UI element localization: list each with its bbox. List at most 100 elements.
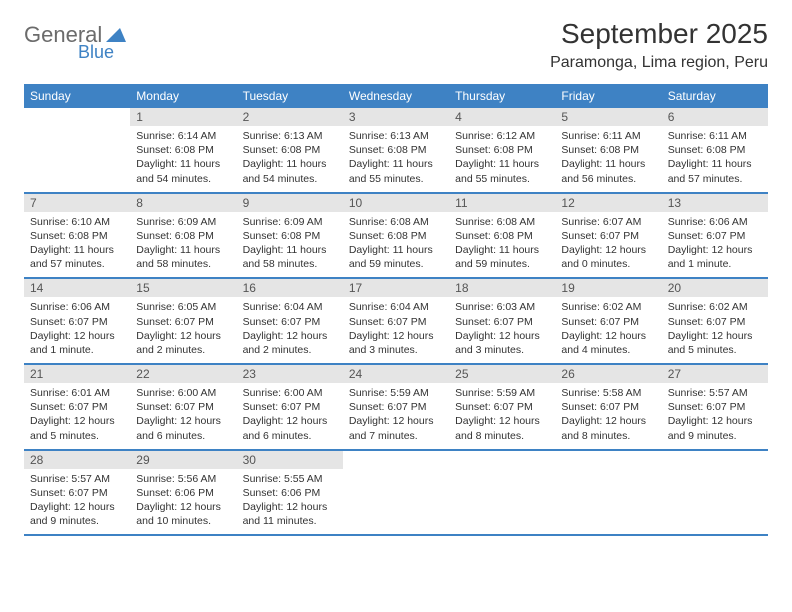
sunset-text: Sunset: 6:08 PM bbox=[455, 143, 549, 157]
sunrise-text: Sunrise: 5:58 AM bbox=[561, 386, 655, 400]
day-number: 5 bbox=[555, 108, 661, 126]
day-cell: 26Sunrise: 5:58 AMSunset: 6:07 PMDayligh… bbox=[555, 365, 661, 449]
daylight-text: Daylight: 12 hours and 0 minutes. bbox=[561, 243, 655, 271]
day-body: Sunrise: 6:12 AMSunset: 6:08 PMDaylight:… bbox=[449, 126, 555, 192]
day-body: Sunrise: 6:09 AMSunset: 6:08 PMDaylight:… bbox=[237, 212, 343, 278]
day-body: Sunrise: 6:03 AMSunset: 6:07 PMDaylight:… bbox=[449, 297, 555, 363]
sunrise-text: Sunrise: 6:12 AM bbox=[455, 129, 549, 143]
day-cell: 21Sunrise: 6:01 AMSunset: 6:07 PMDayligh… bbox=[24, 365, 130, 449]
sunrise-text: Sunrise: 6:01 AM bbox=[30, 386, 124, 400]
sunset-text: Sunset: 6:06 PM bbox=[243, 486, 337, 500]
daylight-text: Daylight: 12 hours and 2 minutes. bbox=[243, 329, 337, 357]
daylight-text: Daylight: 12 hours and 11 minutes. bbox=[243, 500, 337, 528]
sunrise-text: Sunrise: 6:09 AM bbox=[136, 215, 230, 229]
sunrise-text: Sunrise: 6:05 AM bbox=[136, 300, 230, 314]
sunrise-text: Sunrise: 6:03 AM bbox=[455, 300, 549, 314]
day-number: 9 bbox=[237, 194, 343, 212]
daylight-text: Daylight: 12 hours and 3 minutes. bbox=[349, 329, 443, 357]
month-title: September 2025 bbox=[550, 18, 768, 50]
sunset-text: Sunset: 6:07 PM bbox=[136, 400, 230, 414]
weekday-header: Friday bbox=[555, 84, 661, 108]
day-cell: 8Sunrise: 6:09 AMSunset: 6:08 PMDaylight… bbox=[130, 194, 236, 278]
daylight-text: Daylight: 11 hours and 56 minutes. bbox=[561, 157, 655, 185]
day-number: 14 bbox=[24, 279, 130, 297]
sunrise-text: Sunrise: 6:02 AM bbox=[561, 300, 655, 314]
sunset-text: Sunset: 6:07 PM bbox=[455, 400, 549, 414]
day-number bbox=[662, 451, 768, 455]
daylight-text: Daylight: 11 hours and 54 minutes. bbox=[136, 157, 230, 185]
day-cell: 2Sunrise: 6:13 AMSunset: 6:08 PMDaylight… bbox=[237, 108, 343, 192]
day-cell bbox=[555, 451, 661, 535]
sunset-text: Sunset: 6:08 PM bbox=[349, 143, 443, 157]
day-number: 10 bbox=[343, 194, 449, 212]
day-body: Sunrise: 6:11 AMSunset: 6:08 PMDaylight:… bbox=[555, 126, 661, 192]
sunset-text: Sunset: 6:06 PM bbox=[136, 486, 230, 500]
sunset-text: Sunset: 6:08 PM bbox=[561, 143, 655, 157]
sunrise-text: Sunrise: 6:02 AM bbox=[668, 300, 762, 314]
weekday-header-row: SundayMondayTuesdayWednesdayThursdayFrid… bbox=[24, 84, 768, 108]
day-cell: 17Sunrise: 6:04 AMSunset: 6:07 PMDayligh… bbox=[343, 279, 449, 363]
day-cell: 3Sunrise: 6:13 AMSunset: 6:08 PMDaylight… bbox=[343, 108, 449, 192]
sunset-text: Sunset: 6:08 PM bbox=[349, 229, 443, 243]
day-body: Sunrise: 5:59 AMSunset: 6:07 PMDaylight:… bbox=[449, 383, 555, 449]
day-body: Sunrise: 6:13 AMSunset: 6:08 PMDaylight:… bbox=[343, 126, 449, 192]
sunrise-text: Sunrise: 5:57 AM bbox=[668, 386, 762, 400]
day-body: Sunrise: 6:05 AMSunset: 6:07 PMDaylight:… bbox=[130, 297, 236, 363]
day-cell: 11Sunrise: 6:08 AMSunset: 6:08 PMDayligh… bbox=[449, 194, 555, 278]
daylight-text: Daylight: 12 hours and 4 minutes. bbox=[561, 329, 655, 357]
day-cell: 1Sunrise: 6:14 AMSunset: 6:08 PMDaylight… bbox=[130, 108, 236, 192]
sunrise-text: Sunrise: 6:08 AM bbox=[349, 215, 443, 229]
day-body: Sunrise: 6:00 AMSunset: 6:07 PMDaylight:… bbox=[130, 383, 236, 449]
weekday-header: Monday bbox=[130, 84, 236, 108]
day-body: Sunrise: 6:07 AMSunset: 6:07 PMDaylight:… bbox=[555, 212, 661, 278]
day-number: 28 bbox=[24, 451, 130, 469]
day-body: Sunrise: 6:06 AMSunset: 6:07 PMDaylight:… bbox=[662, 212, 768, 278]
day-number bbox=[449, 451, 555, 455]
sunset-text: Sunset: 6:08 PM bbox=[136, 229, 230, 243]
sunset-text: Sunset: 6:07 PM bbox=[30, 400, 124, 414]
day-number: 4 bbox=[449, 108, 555, 126]
day-cell: 25Sunrise: 5:59 AMSunset: 6:07 PMDayligh… bbox=[449, 365, 555, 449]
day-body: Sunrise: 5:57 AMSunset: 6:07 PMDaylight:… bbox=[24, 469, 130, 535]
day-body: Sunrise: 6:14 AMSunset: 6:08 PMDaylight:… bbox=[130, 126, 236, 192]
title-block: September 2025 Paramonga, Lima region, P… bbox=[550, 18, 768, 72]
sunset-text: Sunset: 6:07 PM bbox=[243, 400, 337, 414]
day-body: Sunrise: 6:13 AMSunset: 6:08 PMDaylight:… bbox=[237, 126, 343, 192]
daylight-text: Daylight: 12 hours and 8 minutes. bbox=[455, 414, 549, 442]
day-cell: 24Sunrise: 5:59 AMSunset: 6:07 PMDayligh… bbox=[343, 365, 449, 449]
day-body: Sunrise: 6:06 AMSunset: 6:07 PMDaylight:… bbox=[24, 297, 130, 363]
day-cell: 16Sunrise: 6:04 AMSunset: 6:07 PMDayligh… bbox=[237, 279, 343, 363]
day-cell: 18Sunrise: 6:03 AMSunset: 6:07 PMDayligh… bbox=[449, 279, 555, 363]
daylight-text: Daylight: 11 hours and 59 minutes. bbox=[455, 243, 549, 271]
day-cell: 30Sunrise: 5:55 AMSunset: 6:06 PMDayligh… bbox=[237, 451, 343, 535]
week-row: 28Sunrise: 5:57 AMSunset: 6:07 PMDayligh… bbox=[24, 451, 768, 537]
daylight-text: Daylight: 11 hours and 55 minutes. bbox=[349, 157, 443, 185]
logo-sub: Blue bbox=[78, 42, 128, 63]
day-number: 13 bbox=[662, 194, 768, 212]
day-cell: 12Sunrise: 6:07 AMSunset: 6:07 PMDayligh… bbox=[555, 194, 661, 278]
sunrise-text: Sunrise: 6:00 AM bbox=[136, 386, 230, 400]
daylight-text: Daylight: 12 hours and 7 minutes. bbox=[349, 414, 443, 442]
sunrise-text: Sunrise: 6:13 AM bbox=[349, 129, 443, 143]
sunset-text: Sunset: 6:07 PM bbox=[561, 400, 655, 414]
day-body: Sunrise: 6:08 AMSunset: 6:08 PMDaylight:… bbox=[343, 212, 449, 278]
day-number: 29 bbox=[130, 451, 236, 469]
day-body: Sunrise: 6:04 AMSunset: 6:07 PMDaylight:… bbox=[343, 297, 449, 363]
daylight-text: Daylight: 12 hours and 1 minute. bbox=[30, 329, 124, 357]
sunset-text: Sunset: 6:08 PM bbox=[243, 143, 337, 157]
day-number: 26 bbox=[555, 365, 661, 383]
sunrise-text: Sunrise: 5:56 AM bbox=[136, 472, 230, 486]
sunset-text: Sunset: 6:08 PM bbox=[668, 143, 762, 157]
day-cell: 13Sunrise: 6:06 AMSunset: 6:07 PMDayligh… bbox=[662, 194, 768, 278]
day-cell: 6Sunrise: 6:11 AMSunset: 6:08 PMDaylight… bbox=[662, 108, 768, 192]
sunrise-text: Sunrise: 6:14 AM bbox=[136, 129, 230, 143]
sunset-text: Sunset: 6:08 PM bbox=[243, 229, 337, 243]
daylight-text: Daylight: 12 hours and 3 minutes. bbox=[455, 329, 549, 357]
day-cell bbox=[24, 108, 130, 192]
weekday-header: Tuesday bbox=[237, 84, 343, 108]
day-body: Sunrise: 6:02 AMSunset: 6:07 PMDaylight:… bbox=[555, 297, 661, 363]
weeks-container: 1Sunrise: 6:14 AMSunset: 6:08 PMDaylight… bbox=[24, 108, 768, 536]
weekday-header: Wednesday bbox=[343, 84, 449, 108]
day-number: 24 bbox=[343, 365, 449, 383]
sunrise-text: Sunrise: 6:09 AM bbox=[243, 215, 337, 229]
